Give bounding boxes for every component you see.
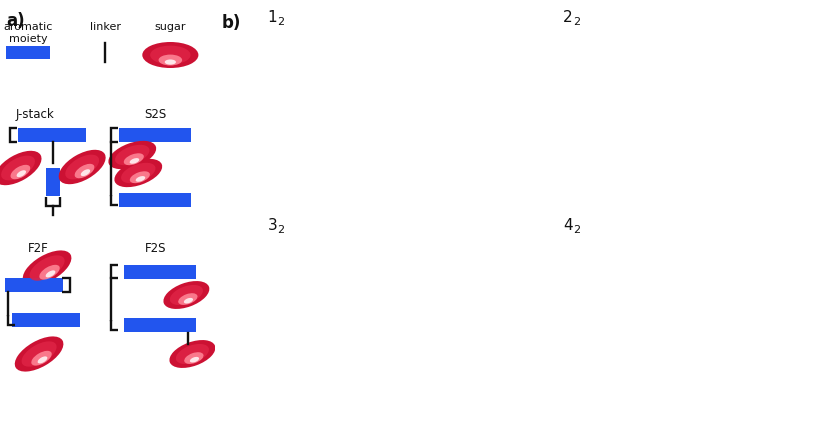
Ellipse shape (80, 169, 90, 176)
Ellipse shape (65, 154, 99, 179)
Ellipse shape (46, 270, 55, 278)
Text: 2: 2 (277, 17, 285, 27)
Ellipse shape (190, 357, 199, 363)
Ellipse shape (130, 171, 150, 183)
Text: 4: 4 (563, 218, 573, 233)
Text: 2: 2 (277, 225, 285, 235)
Ellipse shape (16, 170, 26, 177)
Ellipse shape (142, 42, 198, 68)
Text: b): b) (221, 14, 241, 32)
Ellipse shape (159, 54, 182, 66)
Ellipse shape (15, 336, 63, 372)
Ellipse shape (32, 351, 52, 366)
Text: 1: 1 (267, 10, 277, 25)
Ellipse shape (163, 281, 210, 309)
FancyBboxPatch shape (124, 265, 197, 279)
FancyBboxPatch shape (124, 318, 197, 332)
Text: a): a) (6, 12, 24, 30)
Ellipse shape (115, 145, 150, 165)
Text: sugar: sugar (154, 22, 186, 32)
Ellipse shape (37, 356, 47, 363)
Ellipse shape (0, 151, 41, 185)
FancyBboxPatch shape (12, 313, 80, 327)
Ellipse shape (23, 251, 72, 286)
Ellipse shape (39, 265, 59, 280)
Ellipse shape (184, 298, 193, 303)
Ellipse shape (170, 285, 203, 305)
Text: F2S: F2S (145, 242, 166, 255)
Text: aromatic
moiety: aromatic moiety (3, 22, 53, 44)
Ellipse shape (29, 255, 64, 281)
Ellipse shape (124, 153, 144, 165)
Ellipse shape (136, 176, 146, 182)
Ellipse shape (150, 45, 190, 64)
Ellipse shape (129, 158, 139, 164)
Ellipse shape (165, 60, 176, 65)
Text: S2S: S2S (144, 108, 167, 121)
FancyBboxPatch shape (18, 128, 86, 142)
FancyBboxPatch shape (46, 168, 60, 196)
Text: 2: 2 (573, 225, 580, 235)
Ellipse shape (11, 165, 30, 179)
Ellipse shape (176, 344, 209, 364)
Text: J-stack: J-stack (15, 108, 54, 121)
Ellipse shape (22, 341, 57, 367)
Ellipse shape (1, 156, 35, 180)
Ellipse shape (108, 141, 156, 169)
Ellipse shape (185, 352, 203, 364)
FancyBboxPatch shape (120, 193, 191, 207)
Ellipse shape (178, 293, 198, 305)
Ellipse shape (169, 340, 215, 368)
FancyBboxPatch shape (6, 45, 50, 58)
Ellipse shape (121, 163, 155, 183)
Text: 3: 3 (267, 218, 277, 233)
Text: F2F: F2F (28, 242, 49, 255)
Text: 2: 2 (573, 17, 580, 27)
Text: 2: 2 (563, 10, 573, 25)
Ellipse shape (75, 164, 94, 178)
FancyBboxPatch shape (5, 278, 63, 292)
Ellipse shape (59, 150, 106, 184)
FancyBboxPatch shape (120, 128, 191, 142)
Ellipse shape (115, 159, 162, 187)
Text: linker: linker (89, 22, 120, 32)
